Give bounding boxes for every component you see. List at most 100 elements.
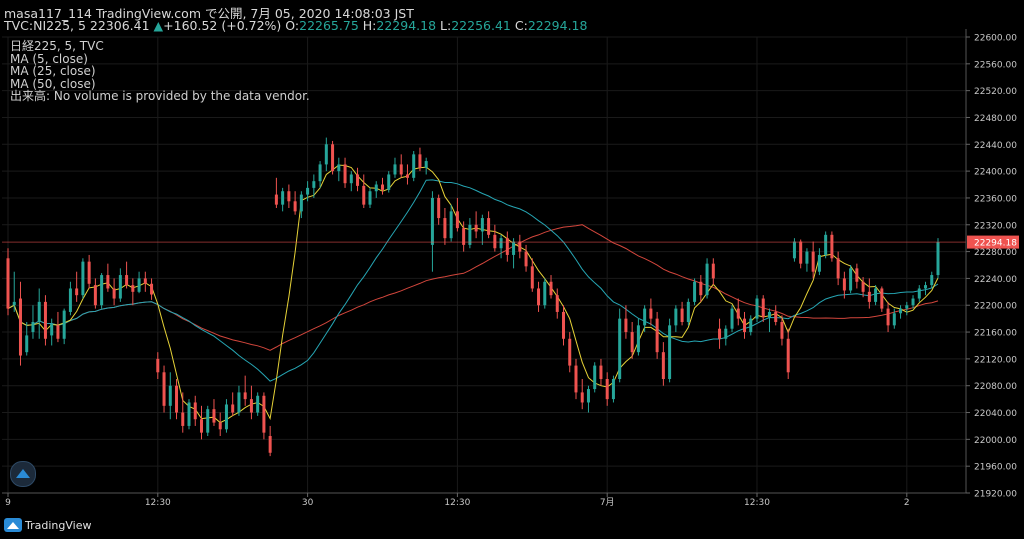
candle xyxy=(131,278,135,306)
candle xyxy=(562,305,566,346)
candle xyxy=(599,358,603,386)
candle xyxy=(705,258,709,299)
legend-ma25[interactable]: MA (25, close) xyxy=(10,64,96,78)
low-label: L: xyxy=(440,18,452,33)
candle-body xyxy=(487,218,491,235)
price-tick-label: 22240.00 xyxy=(974,275,1017,285)
candle-body xyxy=(443,218,447,239)
candle-body xyxy=(18,298,22,356)
candle-body xyxy=(874,288,878,302)
candle-body xyxy=(318,164,322,182)
candle-body xyxy=(143,278,147,284)
candle xyxy=(56,311,60,343)
candle-body xyxy=(505,238,509,255)
candle-body xyxy=(131,285,135,292)
candle xyxy=(874,285,878,306)
candle-body xyxy=(724,328,728,339)
candle-body xyxy=(293,201,297,212)
candle xyxy=(231,392,235,416)
candle-body xyxy=(636,325,640,353)
candle-body xyxy=(399,164,403,175)
candle xyxy=(175,379,179,420)
candle-body xyxy=(150,283,154,295)
legend-volume[interactable]: 出来高: No volume is provided by the data v… xyxy=(10,89,310,103)
candle xyxy=(293,191,297,215)
candle xyxy=(287,184,291,208)
price-change: +160.52 (+0.72%) xyxy=(163,18,282,33)
candle-body xyxy=(861,281,865,292)
time-tick-label: 12:30 xyxy=(145,498,171,508)
candle-body xyxy=(168,385,172,406)
candle xyxy=(68,281,72,316)
candle-body xyxy=(231,404,235,413)
candle xyxy=(268,425,272,457)
candle xyxy=(430,191,434,272)
candle xyxy=(218,412,222,436)
candle-body xyxy=(718,328,722,339)
tradingview-icon xyxy=(4,518,22,532)
candle-body xyxy=(905,305,909,309)
candle-body xyxy=(237,392,241,413)
candle xyxy=(512,238,516,269)
price-tick-label: 22000.00 xyxy=(974,436,1017,446)
candle-body xyxy=(12,301,16,306)
candle-body xyxy=(736,308,740,319)
candle-body xyxy=(892,313,896,326)
candle-body xyxy=(824,234,828,255)
tradingview-logo[interactable]: TradingView xyxy=(4,517,91,533)
candle xyxy=(736,298,740,326)
candle-body xyxy=(212,409,216,423)
price-tick-label: 22480.00 xyxy=(974,114,1017,124)
candle-body xyxy=(243,392,247,400)
candle-body xyxy=(811,251,815,272)
legend-ma50[interactable]: MA (50, close) xyxy=(10,76,96,91)
candle xyxy=(274,177,278,208)
candle xyxy=(505,231,509,262)
candle-body xyxy=(62,310,66,339)
candle xyxy=(356,167,360,192)
candle-body xyxy=(405,174,409,178)
candle-body xyxy=(493,234,497,249)
candle xyxy=(281,187,285,212)
legend-series-title[interactable]: 日経225, 5, TVC xyxy=(10,39,104,53)
candle-body xyxy=(555,295,559,312)
candle-body xyxy=(643,308,647,326)
brand-name: TradingView xyxy=(25,518,92,532)
candle-body xyxy=(268,436,272,453)
candle xyxy=(830,231,834,262)
candle-body xyxy=(455,211,459,229)
candle xyxy=(206,405,210,436)
candle xyxy=(31,305,35,339)
candle xyxy=(624,305,628,339)
price-tick-label: 22320.00 xyxy=(974,221,1017,231)
candle xyxy=(424,157,428,175)
high-label: H: xyxy=(362,18,377,33)
candle xyxy=(518,234,522,259)
candle-body xyxy=(218,422,222,430)
candle xyxy=(786,328,790,379)
candle-body xyxy=(668,325,672,379)
candle xyxy=(455,197,459,232)
indicator-legend: 日経225, 5, TVC MA (5, close) MA (25, clos… xyxy=(10,40,310,103)
candle xyxy=(318,161,322,188)
candle xyxy=(911,295,915,309)
price-tick-label: 22160.00 xyxy=(974,329,1017,339)
candle xyxy=(711,258,715,286)
candle xyxy=(37,288,41,339)
candle xyxy=(462,221,466,252)
legend-ma5[interactable]: MA (5, close) xyxy=(10,51,88,66)
candle-body xyxy=(836,258,840,279)
candle xyxy=(93,278,97,309)
candle xyxy=(87,254,91,289)
candle xyxy=(549,275,553,299)
candle-body xyxy=(618,318,622,379)
candle xyxy=(730,305,734,333)
close-value: 22294.18 xyxy=(527,18,588,33)
candle xyxy=(349,171,353,192)
candle xyxy=(668,318,672,383)
symbol-label[interactable]: TVC:NI225, 5 xyxy=(4,18,86,33)
candle xyxy=(568,332,572,373)
candle-body xyxy=(842,278,846,291)
candle xyxy=(649,298,653,326)
